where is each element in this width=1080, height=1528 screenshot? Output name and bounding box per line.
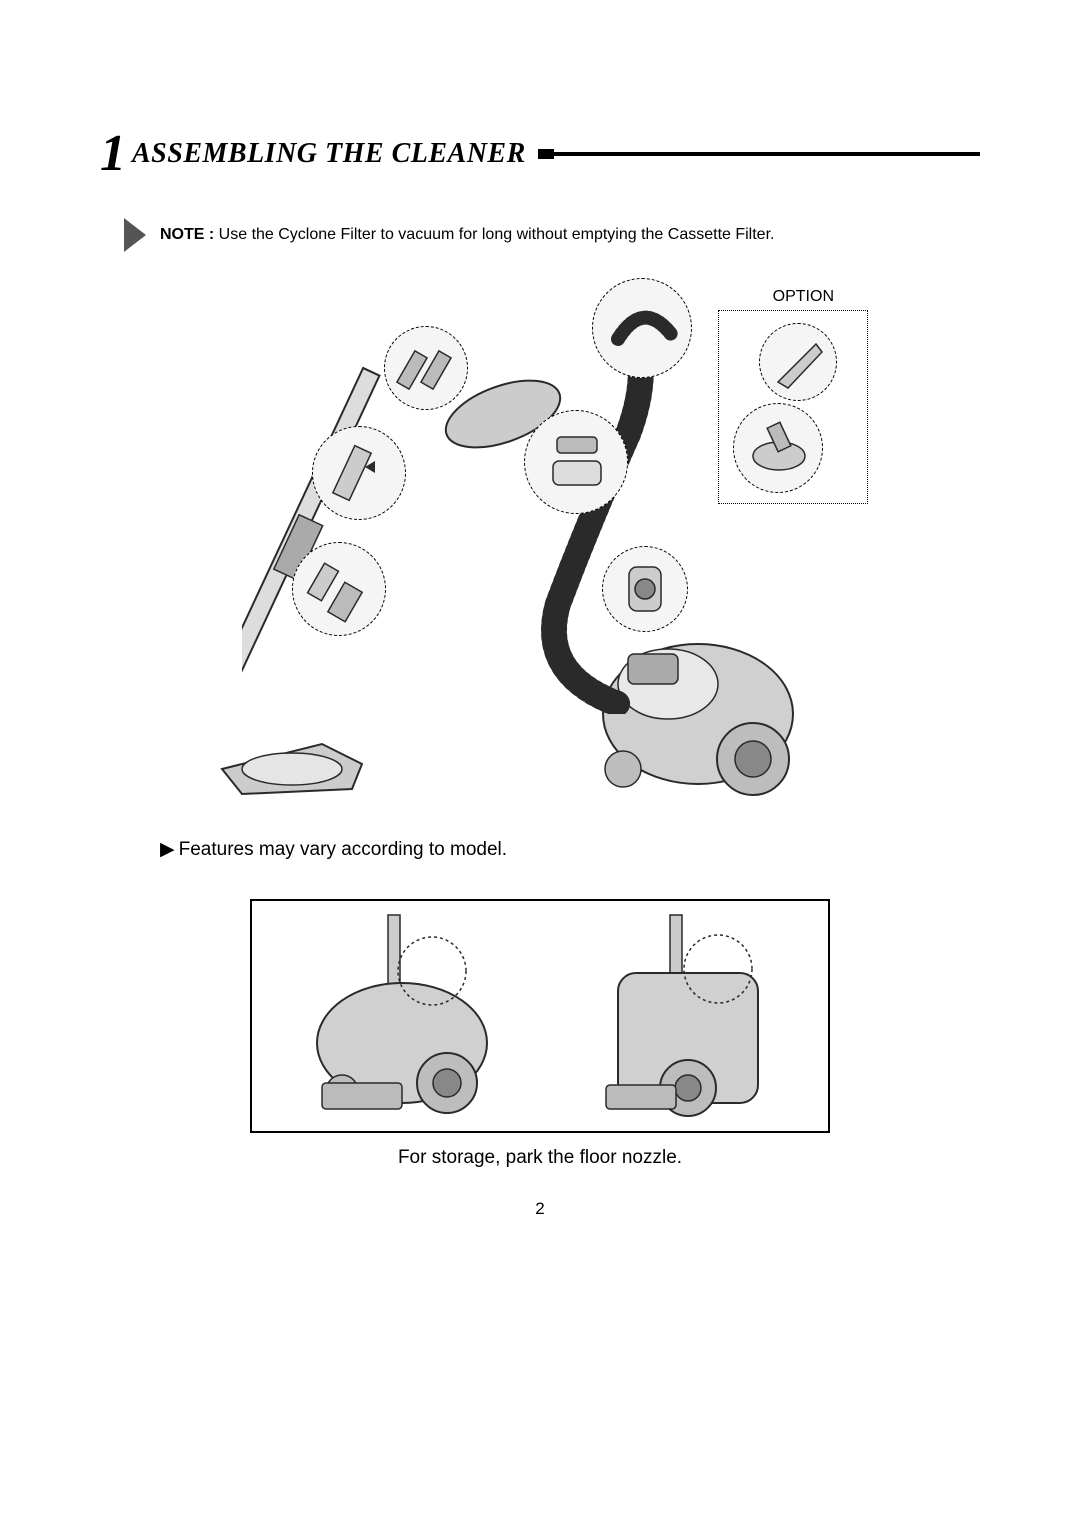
storage-diagram-box [250, 899, 830, 1133]
callout-circle [602, 546, 688, 632]
callout-circle [312, 426, 406, 520]
triangle-marker-icon: ▶ [160, 838, 175, 861]
header-line [554, 152, 980, 156]
section-number: 1 [100, 128, 126, 180]
assembly-diagram: OPTION [212, 274, 868, 814]
section-title: ASSEMBLING THE CLEANER [132, 138, 526, 170]
floor-nozzle-illustration [212, 724, 372, 804]
header-block-icon [538, 149, 554, 159]
option-box [718, 310, 868, 504]
storage-view-side [558, 913, 808, 1123]
storage-view-front [272, 913, 522, 1123]
callout-circle [524, 410, 628, 514]
storage-caption: For storage, park the floor nozzle. [100, 1147, 980, 1169]
page-number: 2 [100, 1199, 980, 1219]
option-callout-circle [759, 323, 837, 401]
note-marker-icon [124, 218, 146, 252]
brush-tool-icon [734, 404, 824, 494]
switch-detail-icon [525, 411, 629, 515]
inlet-detail-icon [603, 547, 689, 633]
tube-joint-detail-icon [293, 543, 387, 637]
note-text: NOTE : Use the Cyclone Filter to vacuum … [160, 226, 774, 244]
features-note: ▶Features may vary according to model. [160, 838, 980, 861]
note-label: NOTE : [160, 226, 214, 243]
section-header: 1 ASSEMBLING THE CLEANER [100, 128, 980, 180]
note-row: NOTE : Use the Cyclone Filter to vacuum … [124, 218, 980, 252]
lock-detail-icon [313, 427, 407, 521]
callout-circle [384, 326, 468, 410]
features-text: Features may vary according to model. [179, 839, 507, 860]
crevice-tool-icon [760, 324, 838, 402]
callout-circle [292, 542, 386, 636]
connector-detail-icon [385, 327, 469, 411]
hose-end-detail-icon [593, 279, 693, 379]
option-callout-circle [733, 403, 823, 493]
header-rule [538, 149, 980, 159]
note-body: Use the Cyclone Filter to vacuum for lon… [214, 226, 774, 243]
manual-page: 1 ASSEMBLING THE CLEANER NOTE : Use the … [0, 0, 1080, 1219]
option-label: OPTION [769, 288, 838, 306]
callout-circle [592, 278, 692, 378]
